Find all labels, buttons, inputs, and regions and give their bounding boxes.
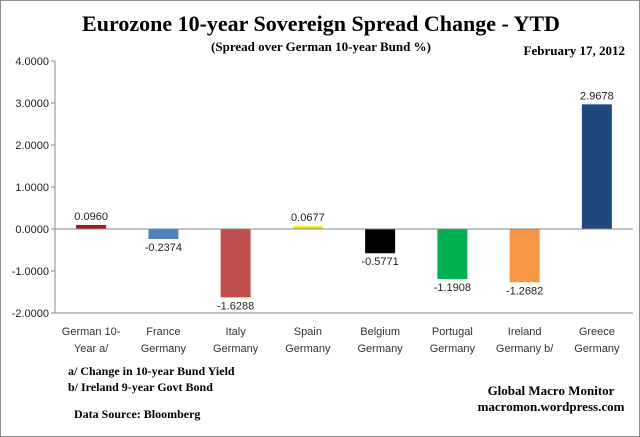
bar bbox=[292, 226, 323, 229]
x-tick-label: German 10- bbox=[62, 326, 121, 338]
y-tick-label: 0.0000 bbox=[15, 224, 49, 236]
bar bbox=[365, 229, 396, 254]
bar bbox=[581, 104, 612, 229]
footnote-b: b/ Ireland 9-year Govt Bond bbox=[68, 380, 213, 394]
bar bbox=[509, 229, 540, 283]
data-source: Data Source: Bloomberg bbox=[74, 407, 201, 421]
x-tick-label: Portugal bbox=[432, 326, 473, 338]
y-tick-label: 2.0000 bbox=[15, 140, 49, 152]
data-label: -0.5771 bbox=[361, 256, 398, 268]
x-tick-label: Greece bbox=[579, 326, 615, 338]
data-label: -1.1908 bbox=[434, 282, 471, 294]
credit-site: macromon.wordpress.com bbox=[477, 399, 625, 414]
data-label: -1.2682 bbox=[506, 285, 543, 297]
chart-date: February 17, 2012 bbox=[523, 43, 625, 58]
x-tick-label: France bbox=[146, 326, 180, 338]
y-tick-label: 1.0000 bbox=[15, 182, 49, 194]
y-tick-label: -1.0000 bbox=[12, 266, 49, 278]
chart-title: Eurozone 10-year Sovereign Spread Change… bbox=[82, 11, 560, 36]
data-label: -1.6288 bbox=[217, 300, 254, 312]
x-tick-label: Germany b/ bbox=[496, 343, 554, 355]
chart-subtitle: (Spread over German 10-year Bund %) bbox=[211, 39, 431, 54]
y-tick-label: 4.0000 bbox=[15, 56, 49, 68]
y-tick-label: -2.0000 bbox=[12, 308, 49, 320]
x-tick-label: Germany bbox=[213, 343, 259, 355]
x-tick-label: Germany bbox=[358, 343, 404, 355]
bar bbox=[76, 224, 107, 229]
x-tick-label: Germany bbox=[574, 343, 620, 355]
data-label: 0.0677 bbox=[291, 212, 325, 224]
x-tick-label: Italy bbox=[226, 326, 247, 338]
x-tick-label: Germany bbox=[285, 343, 331, 355]
credit-name: Global Macro Monitor bbox=[487, 383, 615, 398]
x-tick-label: Germany bbox=[430, 343, 476, 355]
x-tick-label: Germany bbox=[141, 343, 187, 355]
x-tick-label: Belgium bbox=[360, 326, 400, 338]
data-label: 0.0960 bbox=[74, 211, 108, 223]
x-tick-label: Year a/ bbox=[74, 343, 109, 355]
bar bbox=[148, 229, 179, 239]
bar bbox=[437, 229, 468, 280]
data-label: 2.9678 bbox=[580, 90, 614, 102]
x-tick-label: Ireland bbox=[508, 326, 542, 338]
bar bbox=[220, 229, 251, 298]
data-label: -0.2374 bbox=[145, 242, 182, 254]
x-tick-label: Spain bbox=[294, 326, 322, 338]
y-tick-label: 3.0000 bbox=[15, 98, 49, 110]
footnote-a: a/ Change in 10-year Bund Yield bbox=[68, 364, 235, 378]
